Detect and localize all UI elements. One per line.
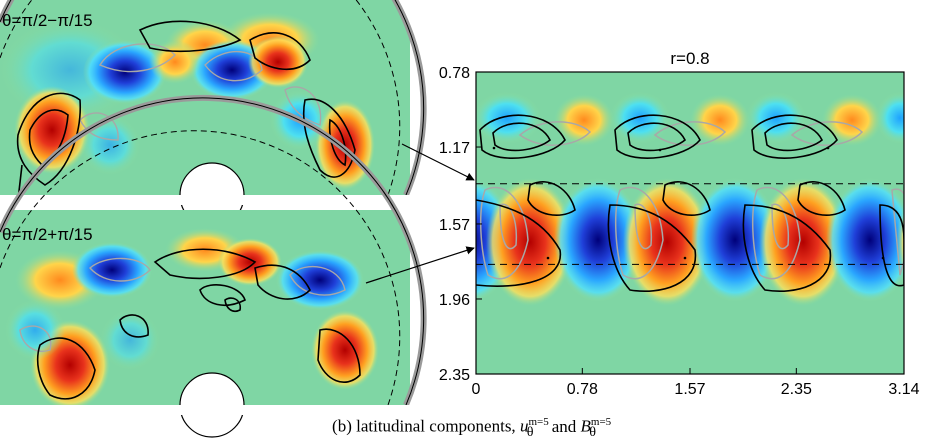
caption-B-symbol: B (580, 416, 591, 436)
y-tick-label: 1.57 (439, 217, 470, 234)
y-tick-label: 1.17 (439, 140, 470, 157)
y-tick-label: 2.35 (439, 367, 470, 384)
x-tick-label: 3.14 (888, 381, 919, 398)
y-axis-ticks: 0.78 1.17 1.57 1.96 2.35 (439, 65, 482, 384)
caption-text: (b) latitudinal components, (332, 416, 520, 436)
caption-u-sup: m=5 (528, 416, 549, 428)
caption-u-symbol: u (519, 416, 529, 436)
bottom-arrow (365, 246, 475, 284)
x-tick-label: 1.57 (674, 381, 705, 398)
bottom-disk-label: θ=π/2+π/15 (2, 225, 93, 244)
main-heatmap: 0.78 1.17 1.57 1.96 2.35 0 0.78 1.57 2.35 3.14 r… (439, 49, 920, 398)
top-half-disk (0, 0, 427, 228)
top-disk-label: θ=π/2−π/15 (2, 11, 93, 30)
x-tick-label: 2.35 (781, 381, 812, 398)
y-tick-label: 1.96 (439, 292, 470, 309)
top-arrow (401, 143, 475, 181)
caption-u-sub: θ (526, 424, 534, 441)
caption-B-sup: m=5 (590, 416, 612, 428)
bottom-half-disk (0, 94, 427, 438)
x-tick-label: 0 (472, 381, 481, 398)
y-tick-label: 0.78 (439, 65, 470, 82)
chart-title: r=0.8 (670, 49, 709, 68)
caption-B-sub: θ (589, 424, 596, 441)
x-axis-ticks: 0 0.78 1.57 2.35 3.14 (472, 368, 920, 398)
caption-and: and (547, 416, 581, 436)
figure-caption: (b) latitudinal components, um=5θ and Bm… (0, 416, 928, 441)
x-tick-label: 0.78 (567, 381, 598, 398)
